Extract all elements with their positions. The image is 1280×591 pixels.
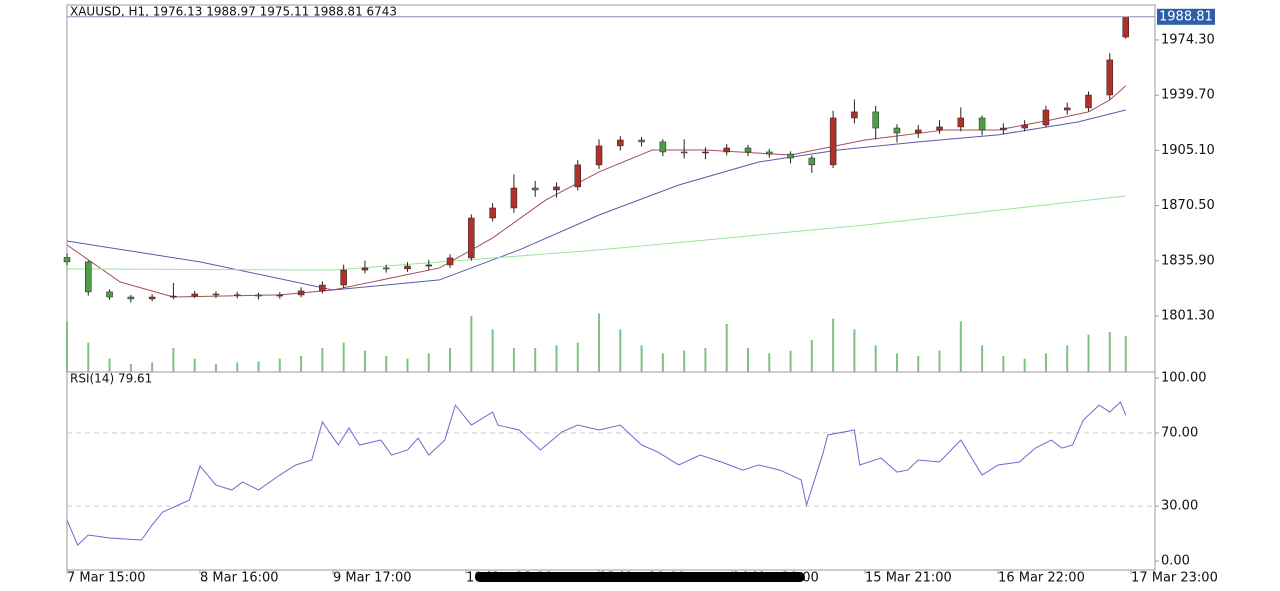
candle-body: [766, 151, 773, 155]
candle-body: [808, 157, 816, 166]
candle-body: [872, 111, 879, 129]
last-price-box: [1157, 8, 1215, 25]
redaction-bar: [475, 572, 805, 582]
candle-body: [276, 294, 284, 297]
candle-body: [1122, 16, 1129, 38]
candle-body: [936, 126, 943, 131]
candle-body: [489, 207, 496, 219]
candle-body: [1106, 59, 1114, 96]
y-tick-label: 0.00: [1161, 554, 1190, 569]
y-tick-label: 30.00: [1161, 499, 1198, 514]
symbol-header: XAUUSD, H1, 1976.13 1988.97 1975.11 1988…: [70, 5, 397, 19]
candle-body: [787, 153, 794, 159]
candle-body: [744, 147, 752, 153]
panel-frame: [66, 4, 1156, 571]
candle-body: [595, 145, 603, 166]
candle-body: [680, 151, 688, 154]
candle-body: [85, 261, 92, 293]
candle-body: [63, 257, 71, 263]
y-tick-label: 1870.50: [1161, 198, 1215, 213]
candle-body: [702, 151, 709, 154]
candle-body: [382, 267, 390, 270]
candle-body: [1085, 94, 1092, 109]
y-tick-label: 1974.30: [1161, 32, 1215, 47]
y-tick-label: 1905.10: [1161, 143, 1215, 158]
x-tick-label: 15 Mar 21:00: [865, 571, 952, 586]
candle-body: [617, 139, 624, 147]
candle-body: [531, 187, 539, 191]
candle-body: [659, 141, 667, 153]
y-tick-label: 100.00: [1161, 371, 1207, 386]
last-price-label: 1988.81: [1159, 9, 1213, 24]
candle-body: [1042, 109, 1050, 126]
candle-body: [106, 291, 113, 298]
candle-body: [361, 267, 369, 271]
candle-body: [446, 257, 454, 266]
x-tick-label: 8 Mar 16:00: [200, 571, 279, 586]
candle-body: [1000, 127, 1007, 131]
candle-body: [255, 294, 262, 297]
candle-body: [404, 265, 411, 270]
y-tick-label: 1939.70: [1161, 88, 1215, 103]
candle-body: [425, 264, 433, 267]
y-tick-label: 1801.30: [1161, 308, 1215, 323]
candle-body: [638, 139, 645, 143]
x-tick-label: 17 Mar 23:00: [1131, 571, 1218, 586]
chart-content: 1974.30 1939.70 1905.10 1870.50 1835.90 1801.…: [63, 8, 1218, 586]
candle-body: [1021, 124, 1028, 129]
candle-body: [127, 296, 135, 300]
candle-body: [148, 296, 156, 300]
candle-body: [468, 217, 475, 259]
y-tick-label: 1835.90: [1161, 253, 1215, 268]
rsi-header: RSI(14) 79.61: [70, 372, 152, 386]
candle-body: [170, 295, 177, 298]
candle-body: [851, 111, 858, 119]
candle-body: [340, 269, 347, 286]
candle-body: [510, 187, 518, 209]
x-tick-label: 7 Mar 15:00: [67, 571, 146, 586]
candle-body: [829, 117, 837, 166]
moving-average: [66, 195, 1126, 271]
candle-body: [957, 117, 965, 128]
x-tick-label: 16 Mar 22:00: [998, 571, 1085, 586]
candle-body: [893, 127, 901, 134]
candle-body: [723, 147, 730, 153]
candle-body: [553, 186, 560, 191]
candle-body: [1063, 107, 1071, 111]
candle-body: [191, 293, 198, 297]
candle-body: [297, 290, 305, 296]
candle-body: [233, 294, 241, 297]
moving-average: [66, 109, 1126, 291]
candle-body: [574, 164, 581, 188]
x-tick-label: 9 Mar 17:00: [333, 571, 412, 586]
moving-average: [66, 85, 1127, 298]
candle-body: [914, 129, 922, 134]
candle-body: [978, 117, 986, 131]
candle-body: [212, 293, 220, 296]
candle-body: [319, 284, 326, 292]
rsi-line: [66, 401, 1127, 546]
y-tick-label: 70.00: [1161, 425, 1198, 440]
